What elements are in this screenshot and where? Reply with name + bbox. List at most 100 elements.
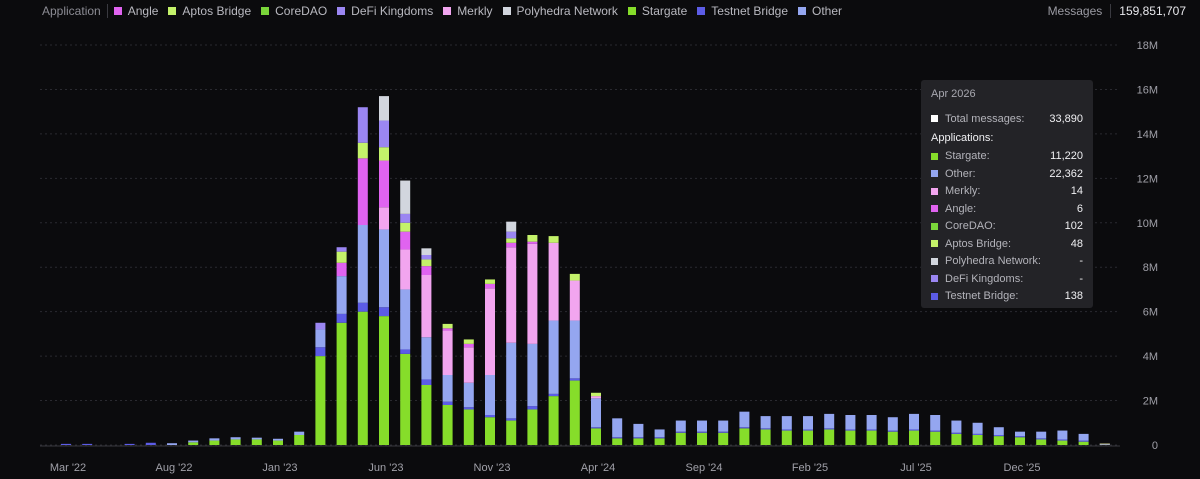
- bar-segment-testnet-bridge: [485, 415, 495, 418]
- messages-value: 159,851,707: [1119, 4, 1186, 18]
- bar-segment-polyhedra-network: [400, 180, 411, 214]
- bar-segment-merkly: [400, 249, 411, 290]
- tooltip-total-swatch: [931, 115, 938, 123]
- bar-segment-other: [739, 411, 750, 428]
- bar-segment-stargate: [315, 356, 326, 445]
- bar-segment-angle: [357, 158, 368, 225]
- bar-segment-aptos-bridge: [357, 142, 368, 159]
- bar-segment-angle: [527, 241, 538, 244]
- bar-segment-stargate: [506, 420, 517, 445]
- y-tick-label: 4M: [1143, 351, 1158, 363]
- bar-segment-angle: [442, 328, 453, 331]
- legend-item[interactable]: Aptos Bridge: [168, 4, 251, 18]
- legend-item[interactable]: Testnet Bridge: [697, 4, 788, 18]
- bar-segment-merkly: [569, 280, 580, 321]
- bar-segment-testnet-bridge: [569, 378, 580, 381]
- bar-segment-other: [993, 427, 1004, 435]
- bar-segment-merkly: [485, 288, 495, 375]
- bar-segment-aptos-bridge: [336, 251, 347, 263]
- tooltip-row-name: Other:: [945, 167, 976, 180]
- bar-segment-aptos-bridge: [548, 236, 559, 243]
- bar-segment-merkly: [506, 247, 517, 343]
- bar-segment-stargate: [230, 439, 241, 445]
- bar-segment-merkly: [591, 396, 601, 399]
- legend-item[interactable]: Merkly: [443, 4, 493, 18]
- bar-segment-stargate: [930, 431, 941, 445]
- bar-segment-other: [760, 416, 771, 429]
- bar-segment-other: [1099, 444, 1110, 445]
- tooltip-row-name: Angle:: [945, 202, 977, 215]
- bar-segment-other: [315, 329, 326, 348]
- x-tick-label: Jan '23: [262, 462, 297, 474]
- legend-label: Aptos Bridge: [182, 4, 252, 18]
- legend-label: Angle: [127, 4, 159, 18]
- x-tick-label: Apr '24: [581, 462, 616, 474]
- bar-segment-testnet-bridge: [379, 307, 389, 317]
- bar-segment-polyhedra-network: [421, 248, 432, 255]
- legend-swatch: [337, 7, 346, 15]
- bar-segment-stargate: [379, 316, 389, 445]
- bar-segment-other: [273, 438, 283, 441]
- tooltip-row-name: Stargate:: [945, 150, 990, 163]
- bar-segment-testnet-bridge: [654, 437, 665, 439]
- bar-segment-testnet-bridge: [548, 393, 559, 397]
- bar-segment-other: [251, 437, 262, 440]
- tooltip-row-name: Merkly:: [945, 185, 981, 198]
- legend-item[interactable]: Angle: [113, 4, 159, 18]
- bar-segment-stargate: [718, 432, 729, 445]
- chart-tooltip: Apr 2026 Total messages: 33,890 Applicat…: [921, 80, 1093, 308]
- bar-segment-merkly: [548, 242, 559, 321]
- tooltip-row-name: Polyhedra Network:: [945, 255, 1041, 268]
- y-tick-label: 16M: [1137, 84, 1158, 96]
- bar-segment-testnet-bridge: [357, 302, 368, 312]
- legend-separator: [106, 4, 108, 18]
- legend-item[interactable]: DeFi Kingdoms: [337, 4, 433, 18]
- bar-segment-other: [463, 382, 474, 408]
- legend-item[interactable]: CoreDAO: [261, 4, 327, 18]
- legend-item[interactable]: Stargate: [627, 4, 687, 18]
- tooltip-total-row: Total messages: 33,890: [931, 110, 1083, 128]
- bar-segment-other: [357, 225, 368, 303]
- tooltip-row: CoreDAO: 102: [931, 218, 1083, 236]
- bar-segment-aptos-bridge: [442, 323, 453, 329]
- tooltip-swatch: [931, 240, 938, 248]
- legend-label: DeFi Kingdoms: [351, 4, 434, 18]
- bar-segment-testnet-bridge: [124, 443, 135, 445]
- bar-segment-angle: [485, 283, 495, 289]
- bar-segment-defi-kingdoms: [357, 107, 368, 143]
- legend-item[interactable]: Polyhedra Network: [502, 4, 618, 18]
- tooltip-row-value: 6: [1076, 202, 1083, 215]
- bar-segment-other: [167, 443, 177, 445]
- bar-segment-testnet-bridge: [739, 427, 750, 429]
- legend-swatch: [113, 7, 122, 15]
- bar-segment-testnet-bridge: [781, 429, 792, 431]
- tooltip-row: Stargate: 11,220: [931, 148, 1083, 166]
- bar-segment-testnet-bridge: [803, 429, 813, 431]
- legend-item[interactable]: Other: [798, 4, 842, 18]
- bar-segment-other: [379, 229, 389, 308]
- bar-segment-other: [400, 289, 411, 350]
- tooltip-swatch: [931, 205, 938, 213]
- bar-segment-aptos-bridge: [485, 279, 495, 284]
- bar-segment-aptos-bridge: [463, 339, 474, 344]
- bar-segment-stargate: [1015, 437, 1025, 445]
- bar-segment-other: [442, 375, 453, 402]
- bar-segment-other: [188, 440, 199, 443]
- bar-segment-defi-kingdoms: [379, 120, 389, 148]
- bar-segment-stargate: [294, 435, 305, 445]
- bar-segment-testnet-bridge: [1036, 438, 1047, 440]
- tooltip-row-name: Aptos Bridge:: [945, 237, 1012, 250]
- bar-segment-testnet-bridge: [760, 428, 771, 430]
- legend-swatch: [168, 7, 177, 15]
- bar-segment-testnet-bridge: [82, 443, 93, 445]
- bar-segment-testnet-bridge: [145, 442, 156, 445]
- bar-segment-other: [1057, 430, 1068, 440]
- bar-segment-stargate: [972, 435, 983, 445]
- bar-segment-testnet-bridge: [591, 427, 601, 429]
- tooltip-row-value: 48: [1070, 237, 1083, 250]
- bar-segment-testnet-bridge: [718, 431, 729, 433]
- bar-segment-other: [527, 343, 538, 407]
- bar-segment-other: [675, 420, 686, 432]
- tooltip-row-name: CoreDAO:: [945, 220, 996, 233]
- bar-segment-testnet-bridge: [930, 430, 941, 432]
